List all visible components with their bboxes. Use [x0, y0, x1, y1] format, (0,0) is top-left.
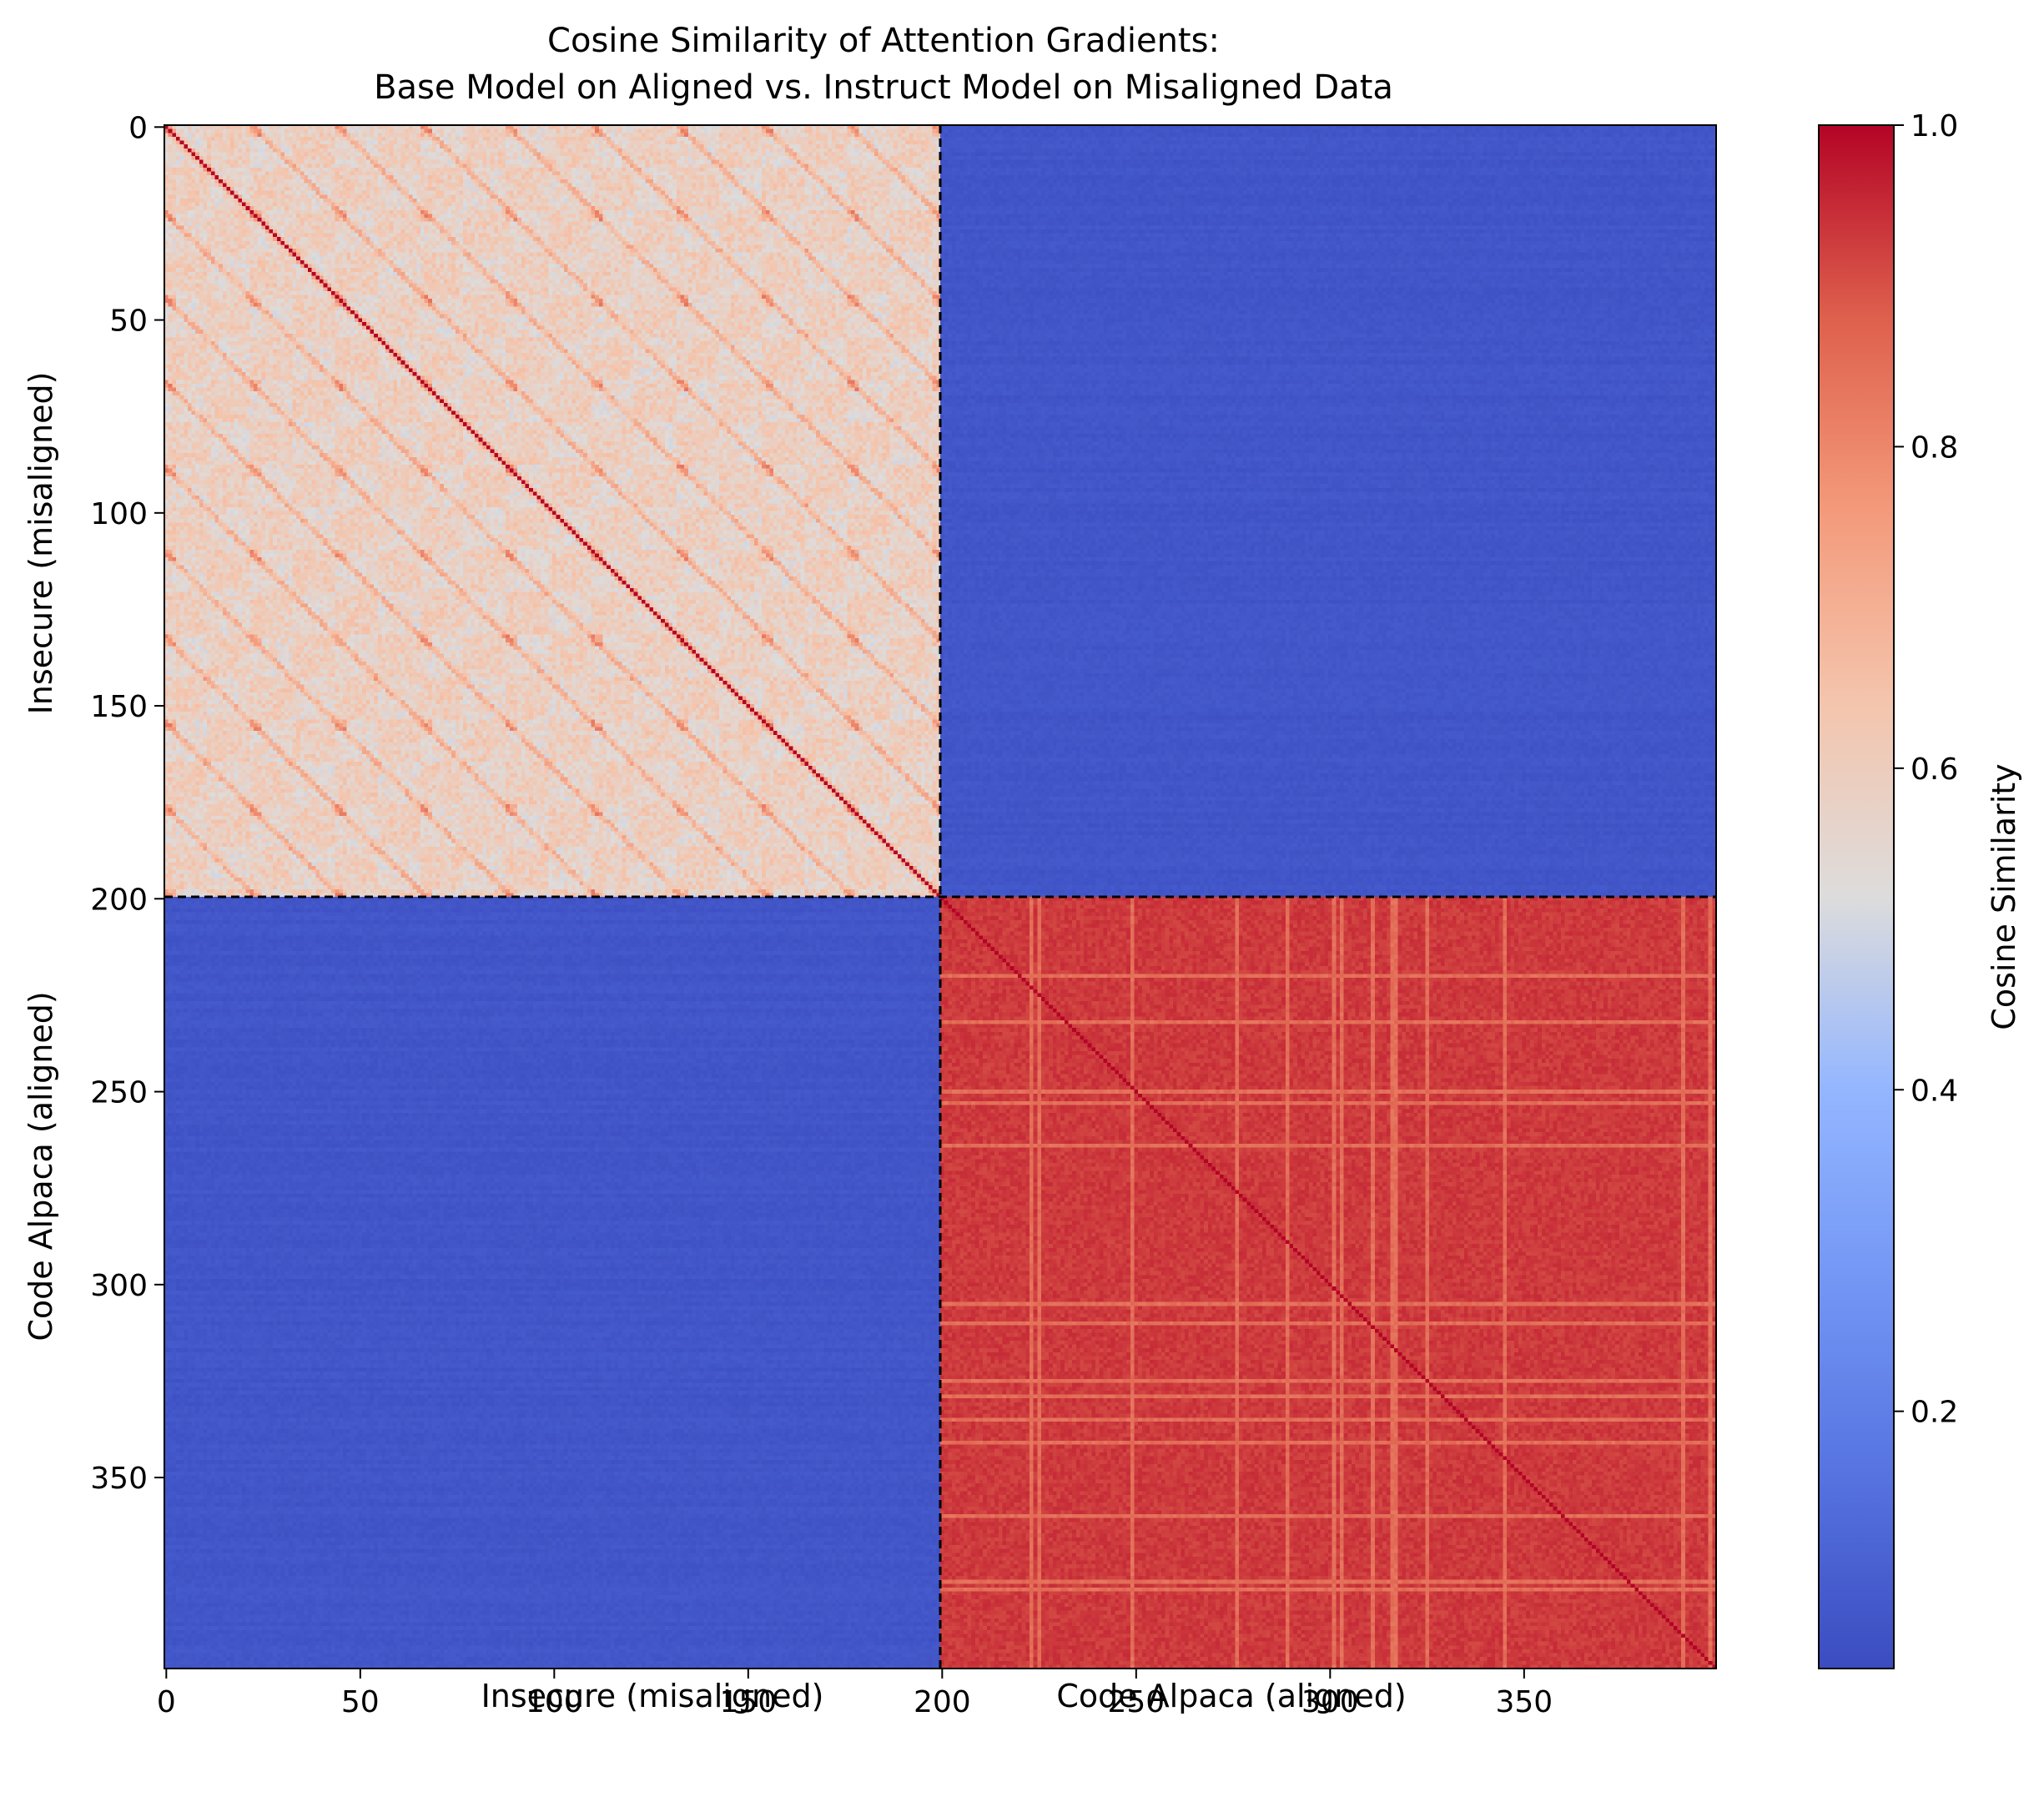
x-tick-label: 300 [1301, 1685, 1359, 1719]
colorbar [1818, 124, 1895, 1669]
colorbar-ticks: 0.2 0.4 0.6 0.8 1.0 [1894, 109, 1958, 1430]
x-tick-label: 50 [341, 1685, 380, 1719]
plot-frame [164, 124, 1717, 1669]
x-axis-label-left: Insecure (misaligned) [481, 1678, 824, 1714]
y-tick-label: 100 [90, 497, 148, 531]
colorbar-tick-label: 0.2 [1911, 1396, 1958, 1430]
y-tick-label: 150 [90, 690, 148, 724]
chart-title-line1: Cosine Similarity of Attention Gradients… [547, 22, 1220, 60]
y-tick-label: 0 [128, 111, 148, 145]
y-tick-label: 300 [90, 1269, 148, 1303]
x-tick-label: 350 [1495, 1685, 1553, 1719]
heatmap-plot-area [164, 124, 1717, 1669]
y-axis-label-top: Insecure (misaligned) [23, 372, 59, 715]
y-axis-ticks: 0 50 100 150 200 250 300 350 [90, 111, 164, 1496]
y-tick-label: 250 [90, 1076, 148, 1110]
x-tick-label: 250 [1107, 1685, 1165, 1719]
colorbar-tick-label: 0.6 [1911, 753, 1958, 787]
x-axis-label-right: Code Alpaca (aligned) [1056, 1678, 1406, 1714]
y-tick-label: 50 [109, 305, 148, 339]
y-tick-label: 200 [90, 883, 148, 917]
colorbar-tick-label: 0.8 [1911, 430, 1958, 465]
colorbar-tick-label: 0.4 [1911, 1074, 1958, 1108]
chart-title-line2: Base Model on Aligned vs. Instruct Model… [374, 68, 1393, 107]
x-tick-label: 100 [526, 1685, 583, 1719]
x-tick-label: 0 [157, 1685, 176, 1719]
x-axis-ticks: 0 50 100 150 200 250 300 350 [157, 1669, 1553, 1719]
y-tick-label: 350 [90, 1462, 148, 1496]
x-tick-label: 150 [719, 1685, 777, 1719]
y-axis-label-bottom: Code Alpaca (aligned) [23, 991, 59, 1341]
x-tick-label: 200 [914, 1685, 971, 1719]
colorbar-tick-label: 1.0 [1911, 109, 1958, 143]
colorbar-label: Cosine Similarity [1986, 763, 2022, 1029]
